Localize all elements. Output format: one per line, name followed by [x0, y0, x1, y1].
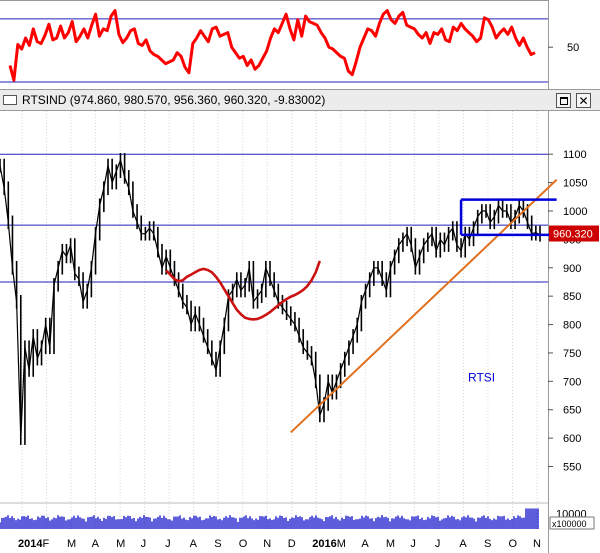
x-tick-label: 2014	[18, 538, 43, 550]
x-tick-label: 2016	[312, 538, 336, 550]
price-tick-label: 1050	[563, 178, 587, 190]
price-tick-label: 550	[563, 462, 581, 474]
x-tick-label: M	[116, 538, 125, 550]
x-tick-label: J	[410, 538, 416, 550]
last-price-badge	[549, 225, 599, 242]
chart-title: RTSIND (974.860, 980.570, 956.360, 960.3…	[22, 93, 326, 107]
price-panel: 2014 F M A M J J A S O N D 2016 M A M J J A S O N550600650700…	[0, 111, 599, 553]
x-tick-label: S	[214, 538, 221, 550]
volume-unit-label: x100000	[552, 519, 587, 529]
x-tick-label: F	[43, 538, 50, 550]
price-line	[0, 157, 541, 439]
chart-annotation-label: RTSI	[468, 370, 495, 384]
x-tick-label: J	[165, 538, 171, 550]
price-tick-label: 650	[563, 405, 581, 417]
x-tick-label: M	[337, 538, 346, 550]
x-tick-label: A	[361, 538, 369, 550]
x-tick-label: J	[435, 538, 441, 550]
price-tick-label: 1000	[563, 206, 587, 218]
oscillator-line	[8, 9, 536, 82]
price-tick-label: 700	[563, 376, 581, 388]
oscillator-tick-label: 50	[567, 42, 579, 54]
price-tick-label: 1100	[563, 149, 587, 161]
trendline	[290, 179, 558, 434]
x-tick-label: D	[288, 538, 296, 550]
price-tick-label: 750	[563, 348, 581, 360]
x-tick-label: N	[263, 538, 271, 550]
price-tick-label: 900	[563, 263, 581, 275]
close-button[interactable]: ✕	[576, 93, 591, 108]
x-tick-label: J	[141, 538, 147, 550]
close-icon: ✕	[578, 93, 589, 108]
moving-average-line	[165, 260, 322, 321]
price-tick-label: 850	[563, 291, 581, 303]
last-price-label: 960.320	[553, 229, 593, 241]
x-tick-label: S	[484, 538, 491, 550]
maximize-button[interactable]	[556, 93, 571, 108]
price-tick-label: 600	[563, 433, 581, 445]
chart-window-titlebar: RTSIND (974.860, 980.570, 956.360, 960.3…	[0, 89, 600, 111]
x-tick-label: O	[508, 538, 517, 550]
window-menu-icon[interactable]	[3, 95, 17, 105]
volume-unit-box	[549, 516, 595, 530]
x-tick-label: M	[67, 538, 76, 550]
x-tick-label: M	[386, 538, 395, 550]
x-tick-label: A	[190, 538, 198, 550]
x-tick-label: A	[92, 538, 100, 550]
oscillator-panel: 50	[0, 0, 579, 89]
maximize-icon	[559, 96, 568, 105]
x-tick-label: A	[459, 538, 467, 550]
x-tick-label: O	[239, 538, 248, 550]
x-tick-label: N	[533, 538, 541, 550]
price-tick-label: 800	[563, 320, 581, 332]
